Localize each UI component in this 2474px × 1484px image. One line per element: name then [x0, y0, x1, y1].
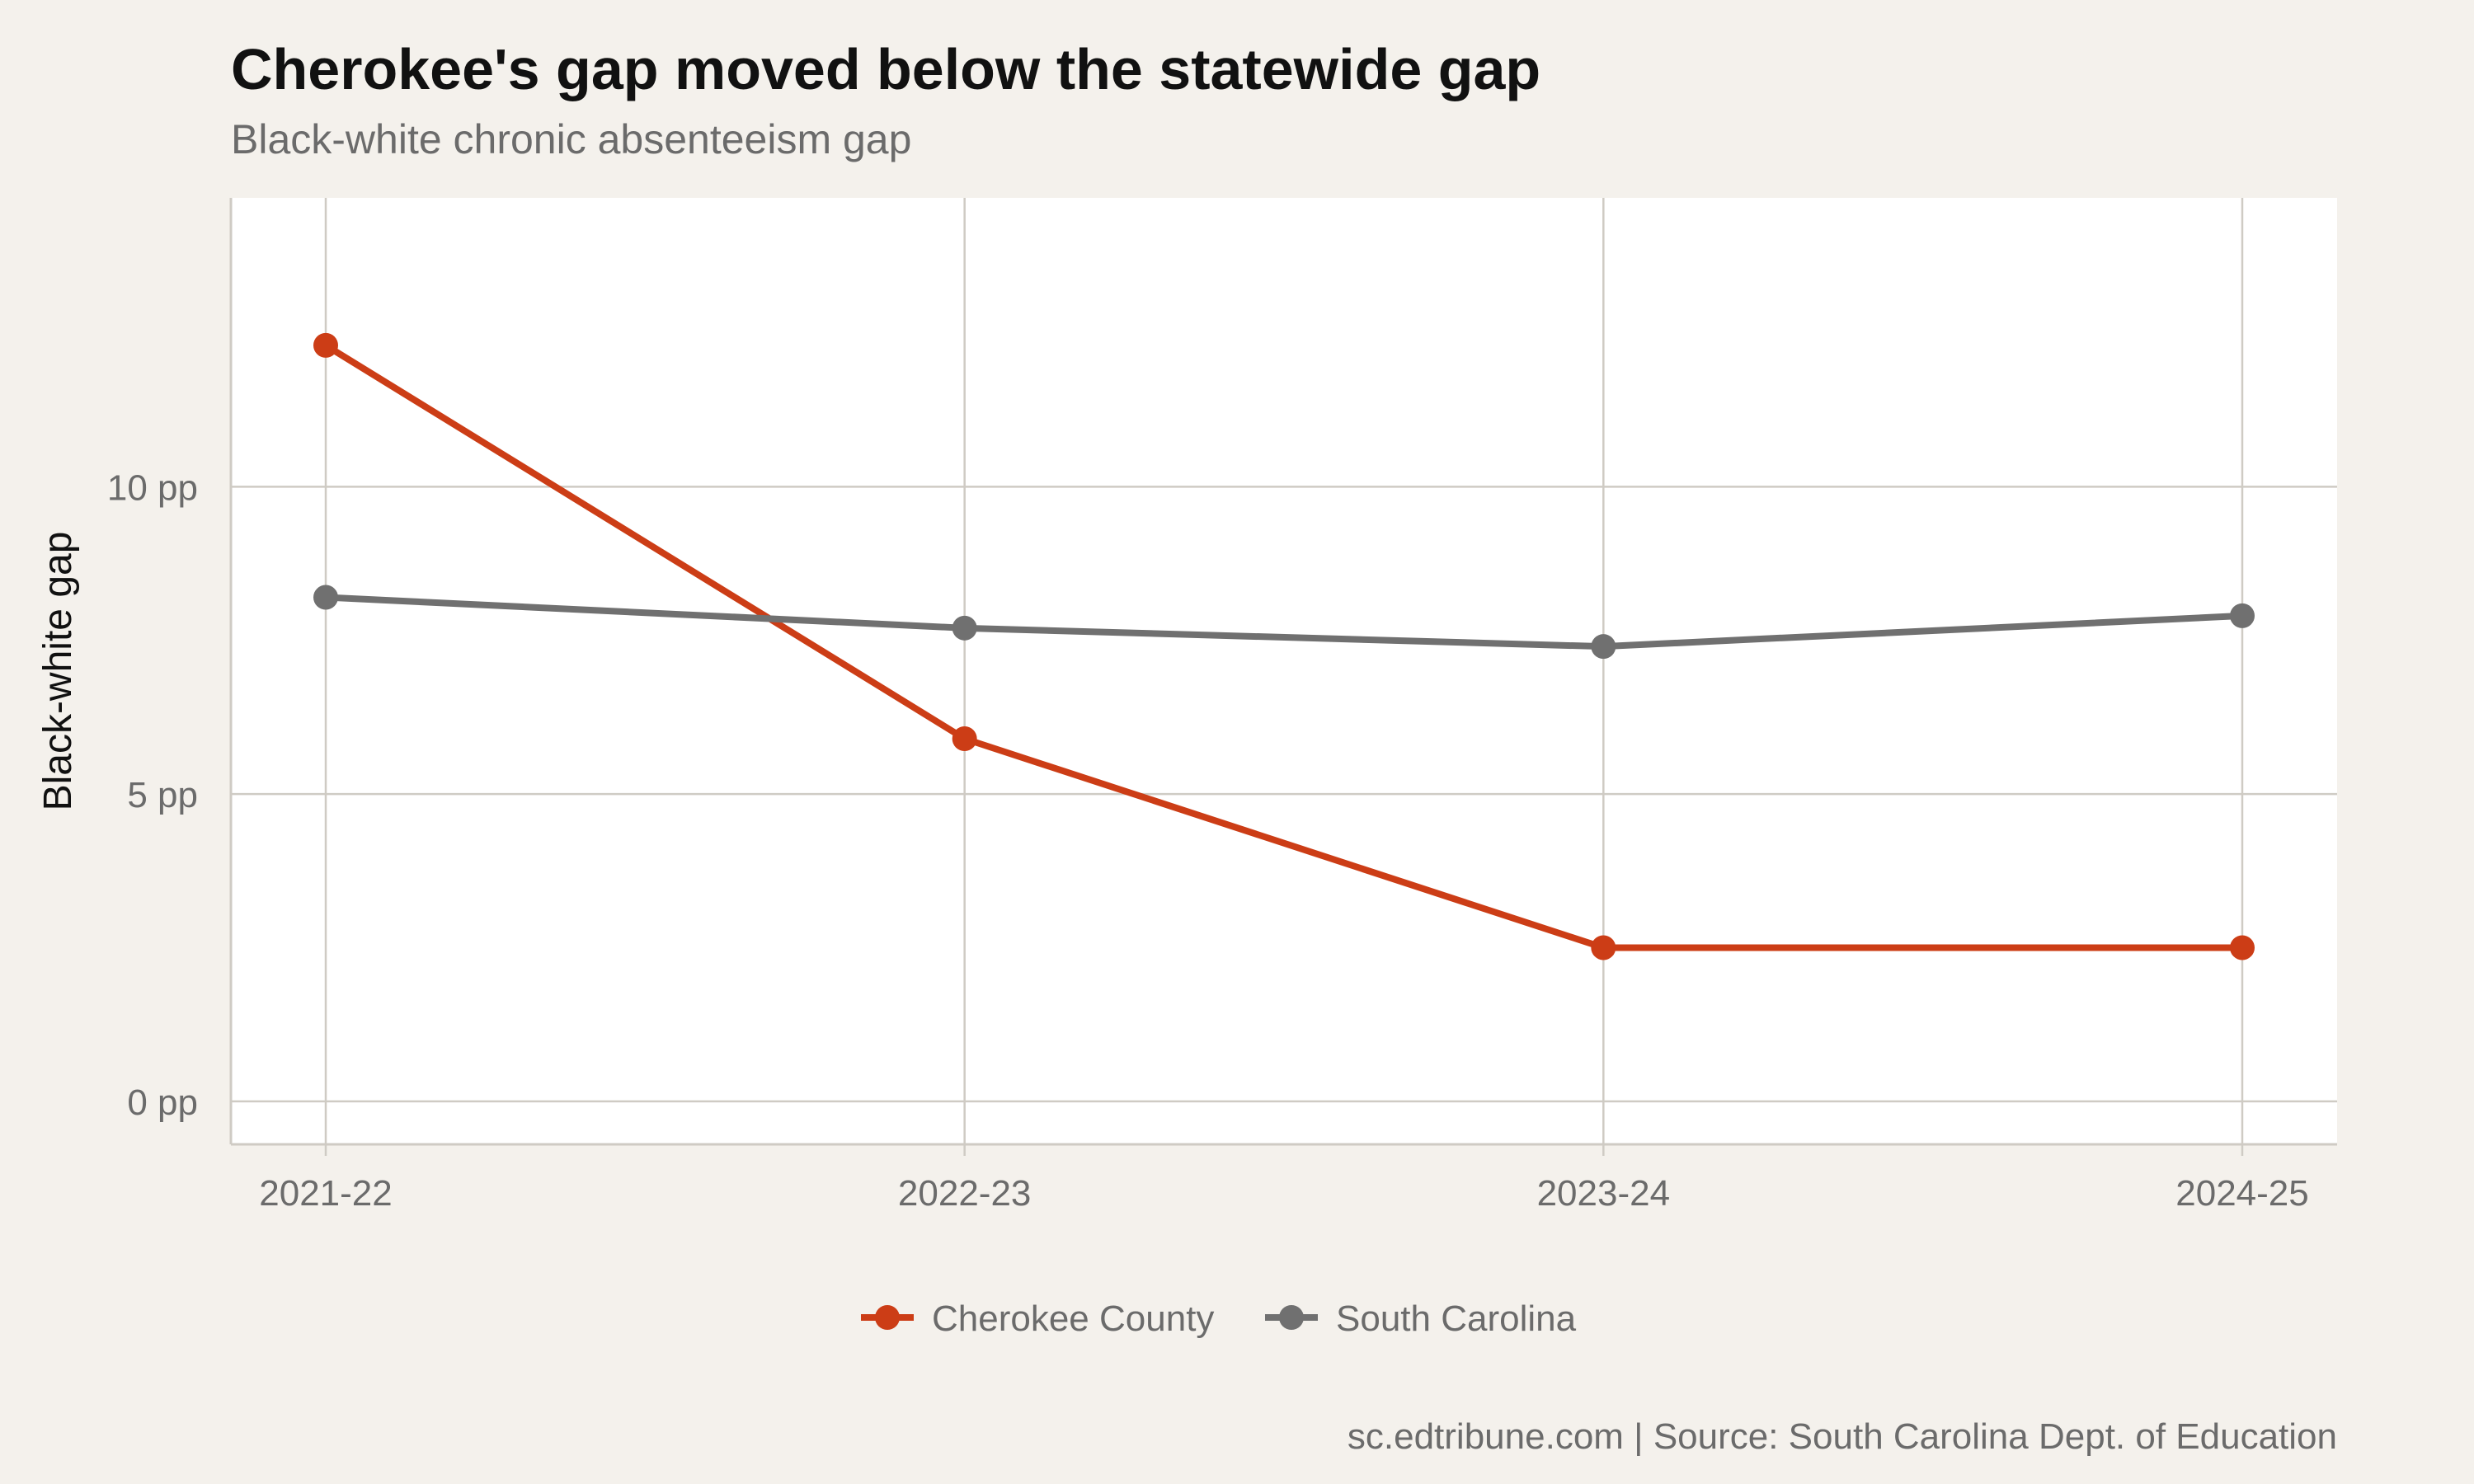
plot-background: [231, 198, 2337, 1144]
data-point-0-3: [2230, 935, 2255, 960]
x-tick-label: 2024-25: [2175, 1173, 2308, 1214]
axes: 0 pp 5 pp 10 pp 2021-22 2022-23 2023-24 2024-2…: [36, 198, 2337, 1214]
chart-caption: sc.edtribune.com | Source: South Carolin…: [1347, 1416, 2337, 1457]
data-point-0-0: [313, 332, 338, 358]
chart-title: Cherokee's gap moved below the statewide…: [231, 37, 1541, 101]
data-point-1-2: [1591, 634, 1616, 660]
x-tick-label: 2021-22: [259, 1173, 392, 1214]
data-point-1-3: [2230, 603, 2255, 628]
legend-label: Cherokee County: [932, 1298, 1214, 1339]
data-point-0-2: [1591, 935, 1616, 960]
x-tick-label: 2022-23: [898, 1173, 1031, 1214]
legend-label: South Carolina: [1336, 1298, 1577, 1339]
y-tick-label: 10 pp: [107, 467, 198, 508]
data-point-0-1: [952, 726, 977, 751]
legend-key-point: [1279, 1305, 1304, 1330]
data-point-1-0: [313, 585, 338, 610]
series-layer: [313, 332, 2255, 960]
legend-key-point: [875, 1305, 900, 1330]
chart-subtitle: Black-white chronic absenteeism gap: [231, 116, 912, 162]
series-line-0: [322, 341, 2246, 951]
legend: Cherokee County South Carolina: [861, 1298, 1577, 1339]
plot-panel: [231, 198, 2337, 1144]
y-tick-label: 5 pp: [127, 775, 198, 815]
y-tick-label: 0 pp: [127, 1082, 198, 1123]
grid-lines: [231, 198, 2337, 1144]
x-tick-label: 2023-24: [1537, 1173, 1670, 1214]
series-line-1: [322, 594, 2246, 650]
y-axis-title: Black-white gap: [36, 532, 80, 811]
data-point-1-1: [952, 615, 977, 641]
